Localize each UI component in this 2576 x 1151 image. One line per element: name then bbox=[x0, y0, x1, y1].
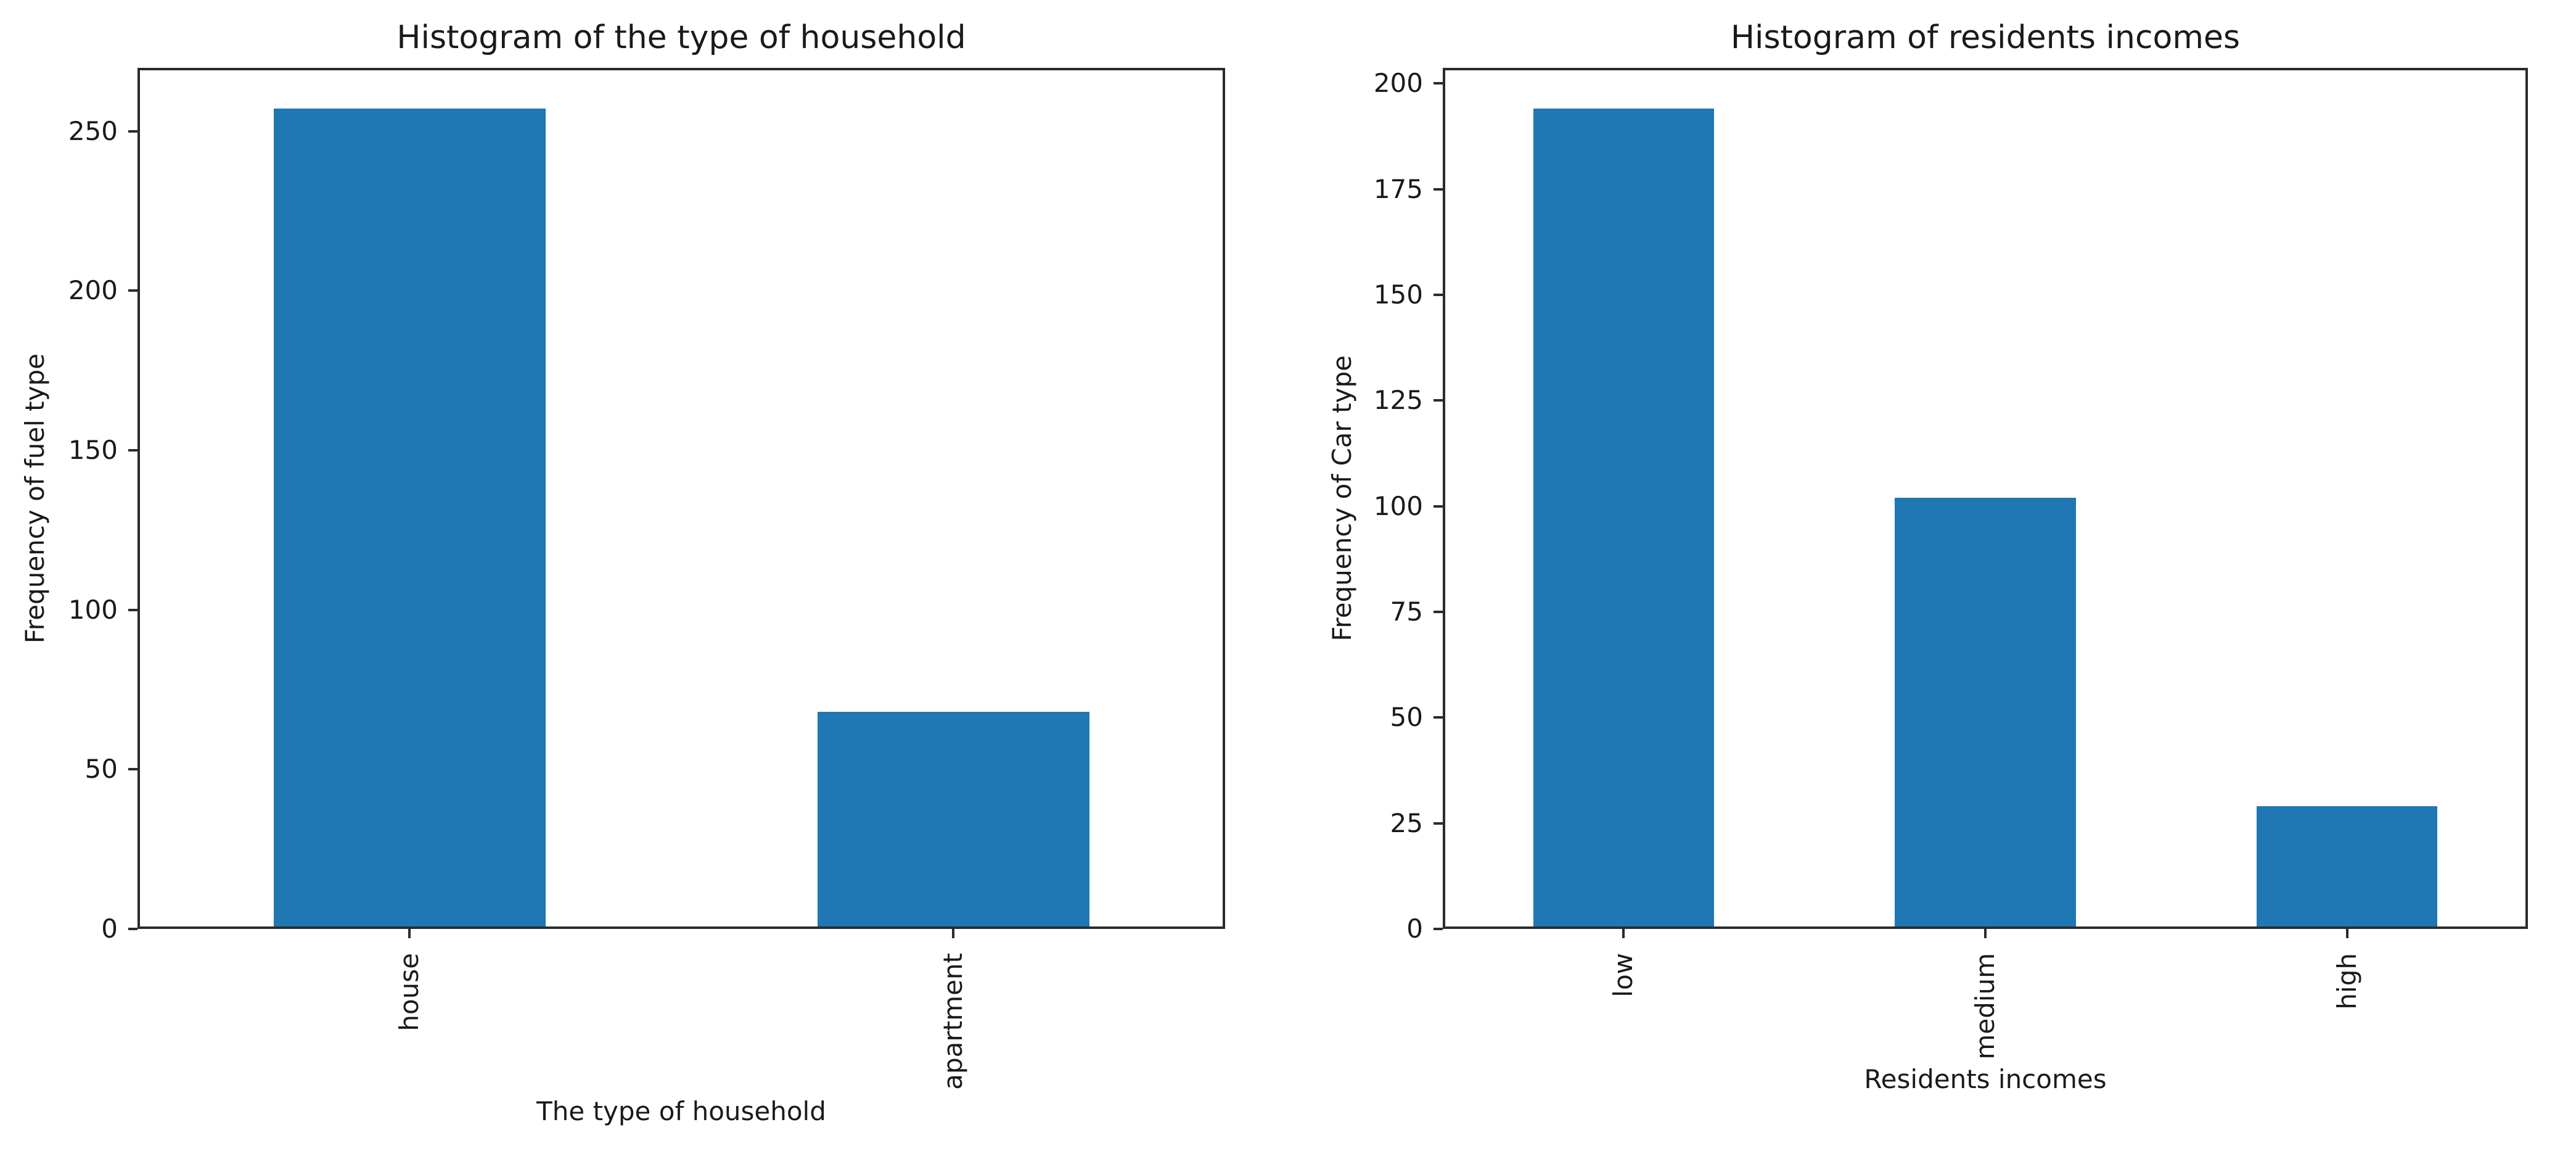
y-tick-mark bbox=[128, 768, 137, 771]
y-tick-mark bbox=[128, 608, 137, 611]
y-tick-label-200: 200 bbox=[68, 275, 118, 306]
y-tick-mark bbox=[1434, 399, 1443, 402]
y-tick-label-150: 150 bbox=[1373, 279, 1423, 310]
y-axis-label: Frequency of Car type bbox=[1327, 355, 1357, 642]
bar-high bbox=[2257, 806, 2438, 926]
x-tick-label-medium: medium bbox=[1970, 953, 2000, 1060]
y-tick-mark bbox=[128, 289, 137, 292]
y-tick-mark bbox=[128, 130, 137, 133]
x-tick-label-low: low bbox=[1608, 953, 1639, 997]
y-tick-label-50: 50 bbox=[1390, 702, 1423, 733]
y-tick-label-250: 250 bbox=[68, 115, 118, 146]
bar-medium bbox=[1895, 497, 2076, 926]
y-tick-mark bbox=[1434, 716, 1443, 719]
bar-apartment bbox=[817, 712, 1089, 926]
y-axis-label-wrap: Frequency of Car type bbox=[1327, 68, 1357, 929]
y-axis-label-wrap: Frequency of fuel type bbox=[20, 68, 50, 929]
y-axis-label: Frequency of fuel type bbox=[20, 353, 50, 644]
y-tick-mark bbox=[1434, 188, 1443, 191]
y-tick-mark bbox=[1434, 611, 1443, 613]
x-tick-mark bbox=[2345, 929, 2348, 938]
y-tick-label-75: 75 bbox=[1390, 596, 1423, 627]
y-tick-mark bbox=[128, 928, 137, 930]
y-tick-mark bbox=[1434, 928, 1443, 930]
bar-house bbox=[273, 109, 546, 926]
x-axis-label: The type of household bbox=[536, 1096, 826, 1126]
y-tick-mark bbox=[1434, 505, 1443, 508]
y-tick-label-0: 0 bbox=[101, 914, 118, 944]
y-tick-label-200: 200 bbox=[1373, 68, 1423, 99]
x-axis-label: Residents incomes bbox=[1864, 1064, 2107, 1094]
y-tick-label-100: 100 bbox=[1373, 490, 1423, 521]
x-tick-label-apartment: apartment bbox=[938, 953, 968, 1090]
chart-title: Histogram of the type of household bbox=[396, 19, 966, 56]
x-tick-label-house: house bbox=[394, 953, 424, 1031]
y-tick-label-175: 175 bbox=[1373, 173, 1423, 204]
y-tick-mark bbox=[1434, 822, 1443, 825]
y-tick-label-125: 125 bbox=[1373, 385, 1423, 416]
y-tick-label-150: 150 bbox=[68, 435, 118, 465]
bar-low bbox=[1533, 109, 1714, 926]
y-tick-label-0: 0 bbox=[1406, 914, 1423, 944]
y-tick-mark bbox=[128, 449, 137, 452]
x-tick-mark bbox=[408, 929, 411, 938]
x-tick-mark bbox=[952, 929, 954, 938]
y-tick-label-25: 25 bbox=[1390, 807, 1423, 838]
x-tick-mark bbox=[1622, 929, 1625, 938]
y-tick-label-50: 50 bbox=[84, 754, 118, 785]
x-tick-mark bbox=[1984, 929, 1987, 938]
y-tick-mark bbox=[1434, 82, 1443, 85]
y-tick-label-100: 100 bbox=[68, 594, 118, 625]
y-tick-mark bbox=[1434, 294, 1443, 297]
x-tick-label-high: high bbox=[2331, 953, 2362, 1010]
chart-title: Histogram of residents incomes bbox=[1730, 19, 2241, 56]
